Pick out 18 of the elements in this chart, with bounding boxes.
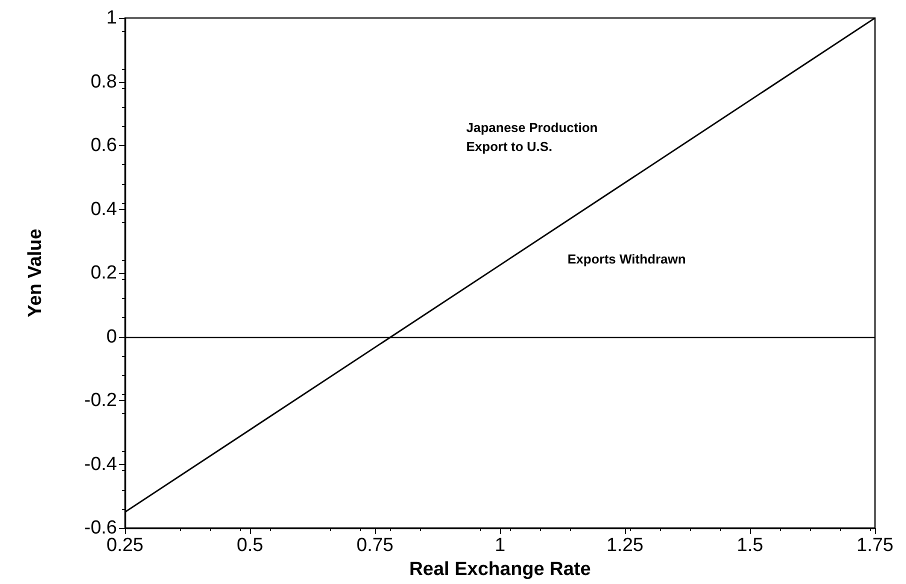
y-tick-label: -0.4 bbox=[84, 454, 118, 475]
x-tick-label: 1.25 bbox=[606, 535, 644, 556]
annotation: Japanese Production Export to U.S. bbox=[466, 120, 598, 154]
y-tick-label: 0.4 bbox=[90, 198, 118, 220]
y-tick-label: 1 bbox=[106, 8, 117, 28]
x-tick-label: 1.75 bbox=[856, 535, 894, 556]
y-tick-label: 0.8 bbox=[90, 71, 117, 92]
x-tick-label: 1 bbox=[494, 535, 506, 556]
y-tick-label: 0 bbox=[106, 326, 117, 348]
x-tick-label: 0.75 bbox=[356, 535, 394, 556]
y-tick-label: 0.2 bbox=[90, 262, 117, 284]
y-tick-label: 0.6 bbox=[90, 135, 117, 156]
x-tick-label: 1.5 bbox=[736, 535, 764, 556]
x-tick-label: 0.5 bbox=[236, 535, 264, 556]
annotation: Exports Withdrawn bbox=[568, 251, 686, 266]
y-tick-label: -0.2 bbox=[84, 390, 117, 411]
x-axis-title: Real Exchange Rate bbox=[409, 559, 591, 580]
y-axis-title: Yen Value bbox=[25, 228, 46, 318]
